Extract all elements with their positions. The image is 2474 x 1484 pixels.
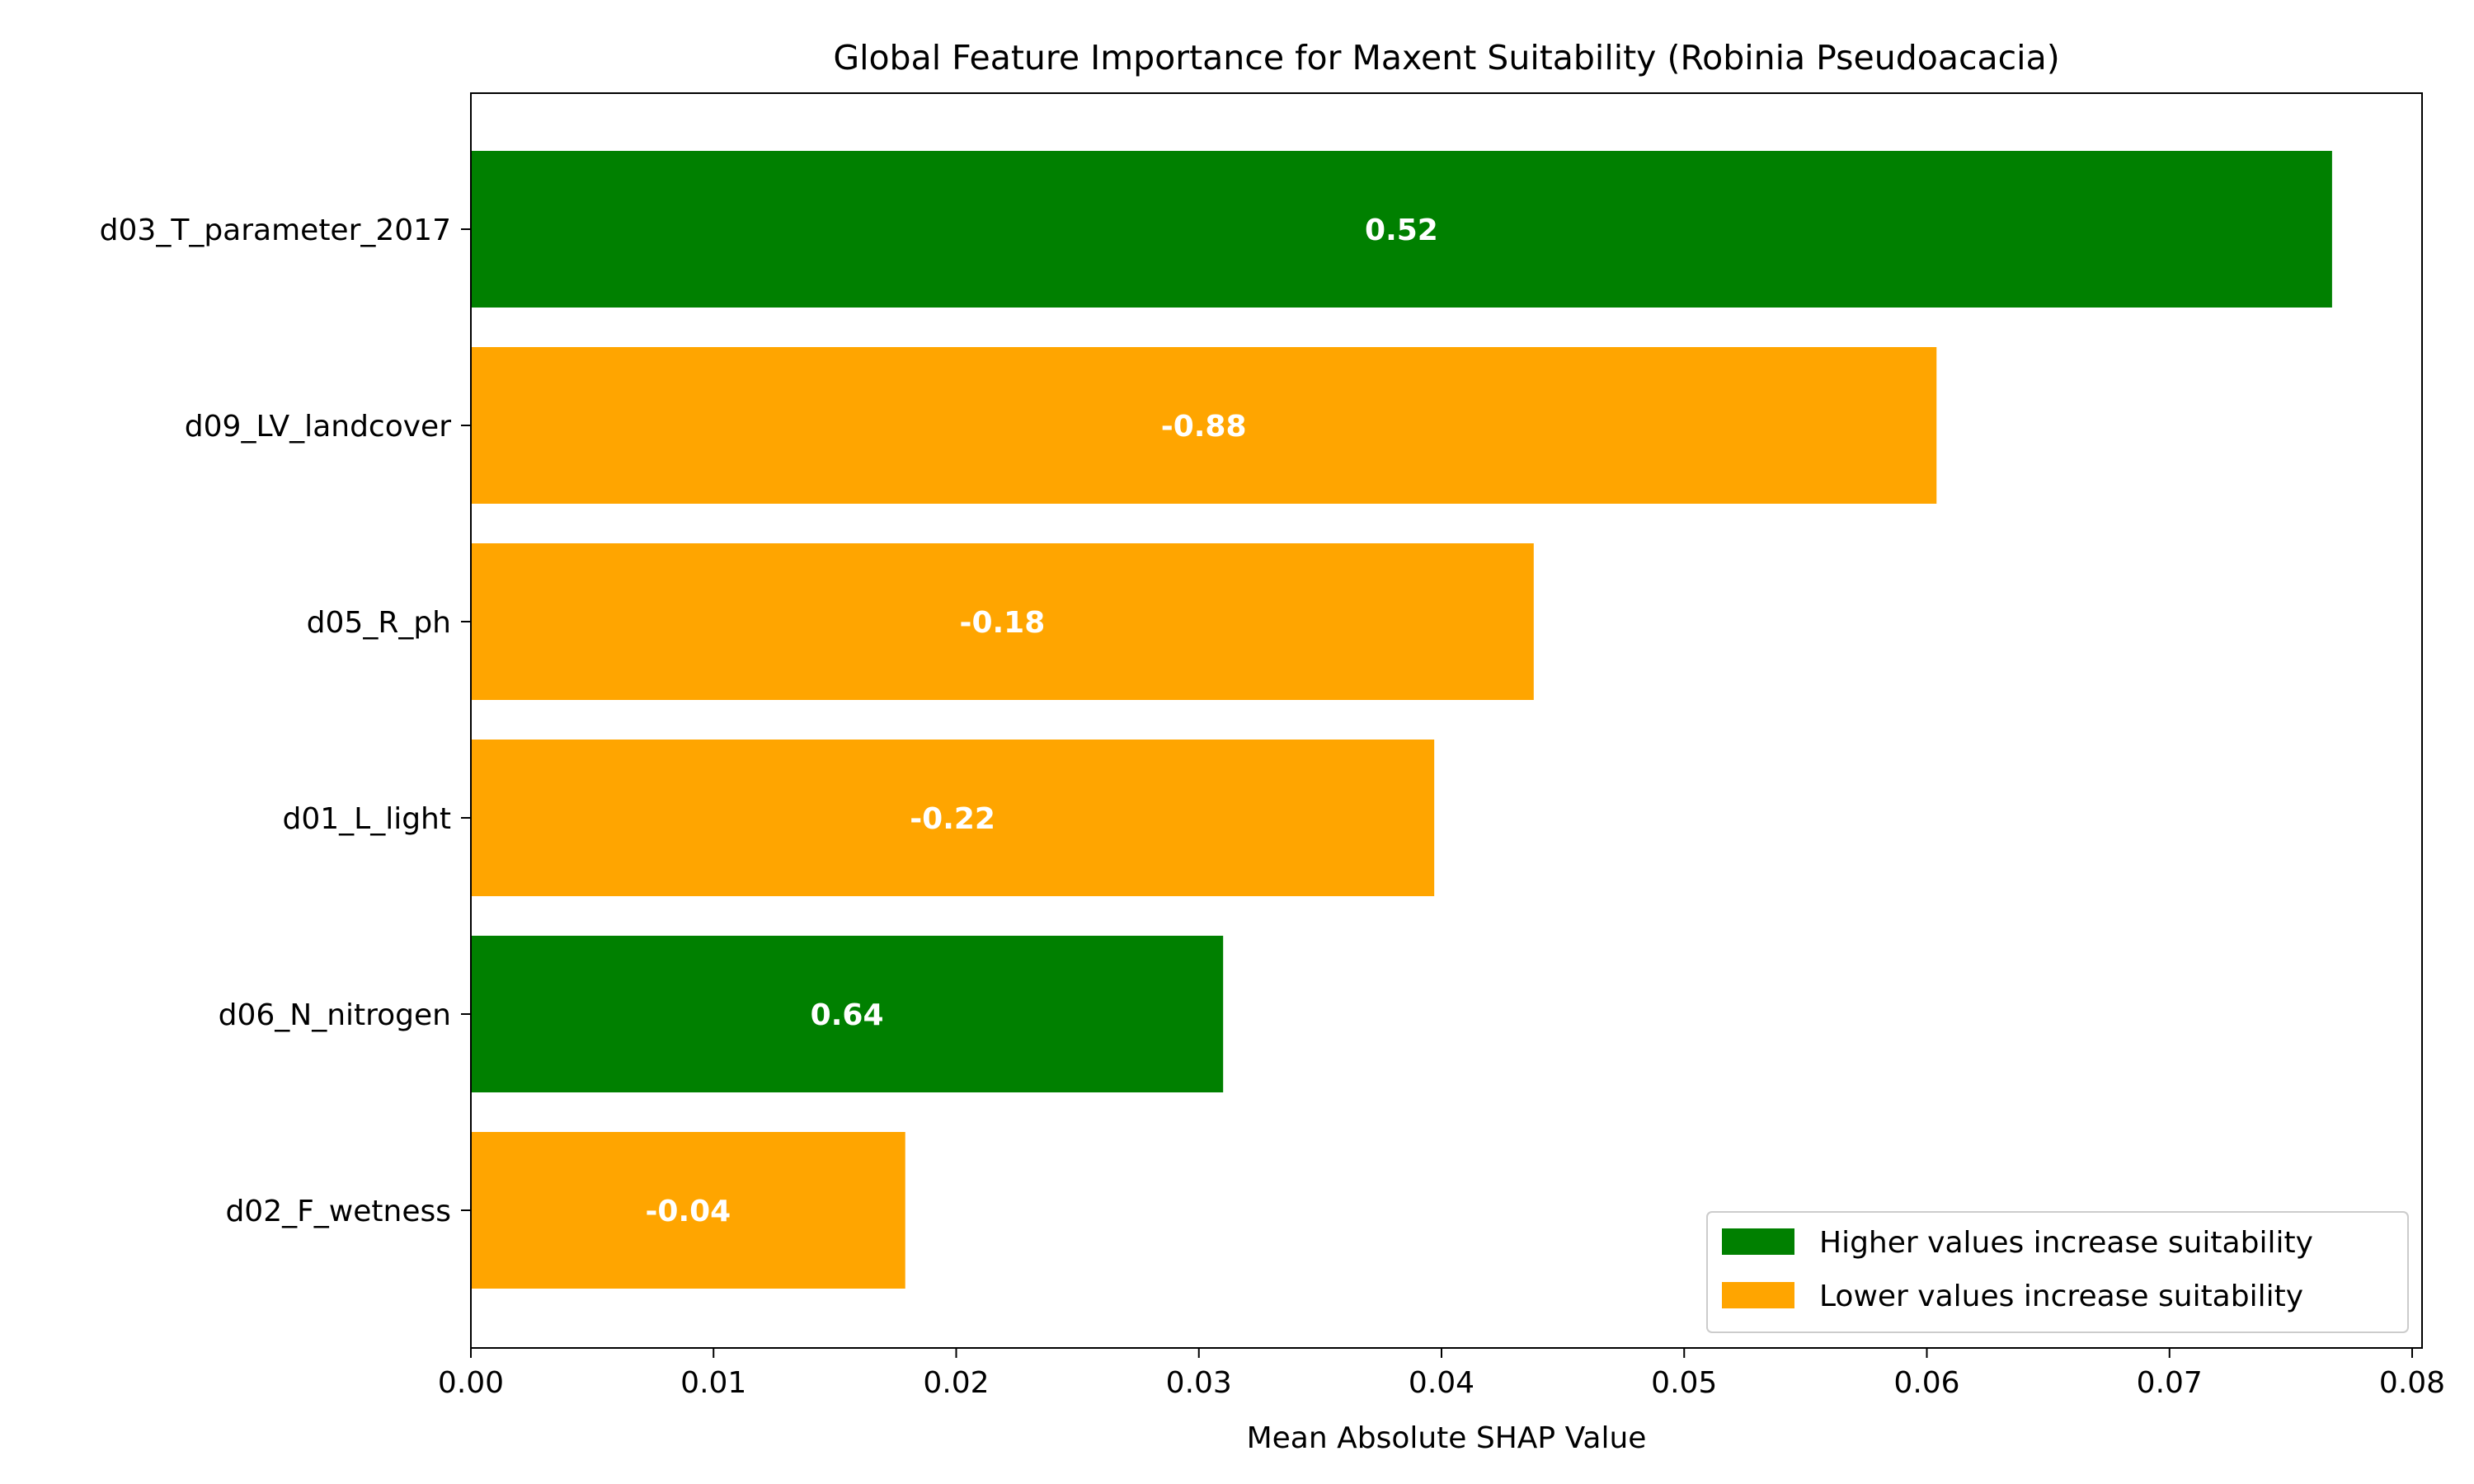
bars-layer <box>471 151 2332 1289</box>
legend-frame <box>1706 1211 2409 1333</box>
bar-label-d01_L_light: -0.22 <box>910 802 995 836</box>
x-axis: 0.00 0.01 0.02 0.03 0.04 0.05 0.06 0.07 0.08 <box>438 1348 2445 1400</box>
x-tick-label: 0.04 <box>1409 1366 1475 1400</box>
x-tick-label: 0.05 <box>1651 1366 1717 1400</box>
legend: Higher values increase suitability Lower… <box>1706 1211 2409 1333</box>
legend-swatch-positive <box>1722 1228 1794 1255</box>
bar-label-d09_LV_landcover: -0.88 <box>1161 410 1247 444</box>
bar-d09_LV_landcover <box>471 347 1937 504</box>
bar-d03_T_parameter_2017 <box>471 151 2332 308</box>
bar-d06_N_nitrogen <box>471 936 1224 1092</box>
legend-label-positive: Higher values increase suitability <box>1819 1226 2313 1260</box>
bar-label-d02_F_wetness: -0.04 <box>645 1195 731 1228</box>
x-axis-label: Mean Absolute SHAP Value <box>1247 1421 1647 1455</box>
chart-title: Global Feature Importance for Maxent Sui… <box>833 38 2059 77</box>
bar-label-d03_T_parameter_2017: 0.52 <box>1365 214 1438 247</box>
legend-label-negative: Lower values increase suitability <box>1819 1280 2303 1313</box>
plot-frame <box>470 92 2423 1349</box>
x-tick-label: 0.07 <box>2137 1366 2203 1400</box>
bar-label-d05_R_ph: -0.18 <box>960 606 1046 640</box>
x-tick-label: 0.02 <box>923 1366 989 1400</box>
x-tick-label: 0.01 <box>680 1366 746 1400</box>
x-tick-label: 0.08 <box>2379 1366 2445 1400</box>
bar-labels-layer: 0.52 -0.88 -0.18 -0.22 0.64 -0.04 <box>645 214 1437 1228</box>
y-tick-label-d02_F_wetness: d02_F_wetness <box>225 1195 451 1228</box>
y-tick-label-d06_N_nitrogen: d06_N_nitrogen <box>219 998 451 1032</box>
bar-d02_F_wetness <box>471 1132 905 1289</box>
x-tick-label: 0.00 <box>438 1366 504 1400</box>
x-tick-label: 0.03 <box>1166 1366 1232 1400</box>
legend-swatch-negative <box>1722 1282 1794 1308</box>
bar-d01_L_light <box>471 740 1435 896</box>
y-tick-label-d09_LV_landcover: d09_LV_landcover <box>185 410 451 444</box>
x-tick-label: 0.06 <box>1893 1366 1959 1400</box>
y-tick-label-d03_T_parameter_2017: d03_T_parameter_2017 <box>100 214 451 247</box>
bar-label-d06_N_nitrogen: 0.64 <box>811 998 884 1032</box>
y-axis: d03_T_parameter_2017 d09_LV_landcover d05_… <box>100 214 471 1228</box>
bar-d05_R_ph <box>471 543 1534 700</box>
y-tick-label-d05_R_ph: d05_R_ph <box>307 606 451 640</box>
y-tick-label-d01_L_light: d01_L_light <box>282 802 451 836</box>
